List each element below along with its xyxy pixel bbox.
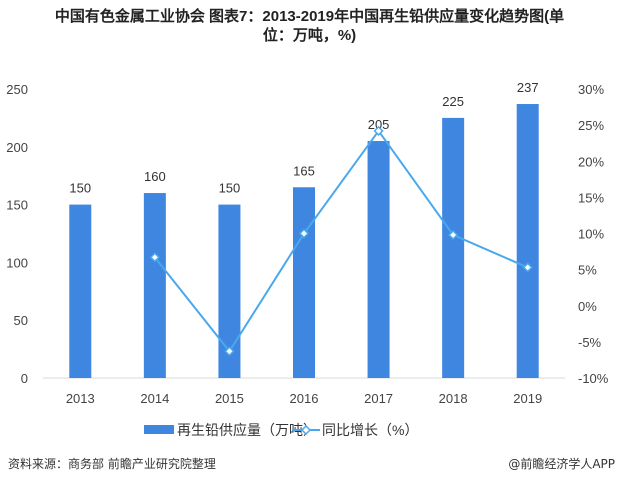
right-tick-label: -5% — [578, 335, 602, 350]
line-marker — [224, 346, 235, 357]
line-marker — [448, 229, 459, 241]
bar — [143, 193, 166, 378]
credit-note: @前瞻经济学人APP — [508, 457, 615, 471]
x-tick-label: 2014 — [140, 391, 169, 406]
left-tick-label: 100 — [6, 255, 28, 270]
legend-line-marker — [300, 424, 312, 436]
data-label: 150 — [219, 181, 241, 196]
right-tick-label: 15% — [578, 190, 604, 205]
right-tick-label: 0% — [578, 299, 597, 314]
data-label: 165 — [293, 163, 315, 178]
bar — [442, 117, 465, 379]
left-tick-label: 200 — [6, 140, 28, 155]
right-tick-label: 30% — [578, 82, 604, 97]
right-tick-label: 25% — [578, 118, 604, 133]
data-label: 237 — [517, 80, 539, 95]
right-tick-label: 10% — [578, 227, 604, 242]
data-label: 205 — [368, 117, 390, 132]
line-marker — [373, 125, 384, 136]
line-marker — [298, 228, 310, 239]
chart-title-line2: 位：万吨，%) — [262, 27, 357, 44]
x-tick-label: 2013 — [66, 391, 95, 406]
x-tick-label: 2016 — [290, 391, 319, 406]
right-tick-label: -10% — [578, 371, 609, 386]
x-tick-label: 2017 — [364, 391, 393, 406]
x-tick-label: 2019 — [513, 391, 542, 406]
legend-bar-label: 再生铅供应量（万吨） — [177, 422, 317, 438]
left-tick-label: 150 — [6, 198, 28, 213]
bar — [69, 204, 92, 378]
source-note: 资料来源：商务部 前瞻产业研究院整理 — [8, 457, 216, 471]
bar — [218, 204, 241, 378]
data-label: 225 — [442, 94, 464, 109]
bar — [367, 141, 390, 378]
chart-title-line1: 中国有色金属工业协会 图表7：2013-2019年中国再生铅供应量变化趋势图(单 — [54, 8, 565, 25]
growth-line — [154, 129, 529, 353]
left-tick-label: 250 — [6, 82, 28, 97]
right-tick-label: 5% — [578, 263, 597, 278]
left-tick-label: 0 — [21, 371, 28, 386]
data-label: 160 — [144, 169, 166, 184]
legend-bar-swatch — [144, 425, 174, 434]
right-tick-label: 20% — [578, 154, 604, 169]
line-marker — [522, 262, 533, 273]
x-tick-label: 2018 — [439, 391, 468, 406]
legend-line-label: 同比增长（%） — [322, 422, 418, 438]
line-marker — [149, 252, 160, 263]
data-label: 150 — [69, 181, 91, 196]
bar — [516, 104, 539, 378]
x-tick-label: 2015 — [215, 391, 244, 406]
bar — [293, 187, 315, 378]
left-tick-label: 50 — [14, 313, 28, 328]
